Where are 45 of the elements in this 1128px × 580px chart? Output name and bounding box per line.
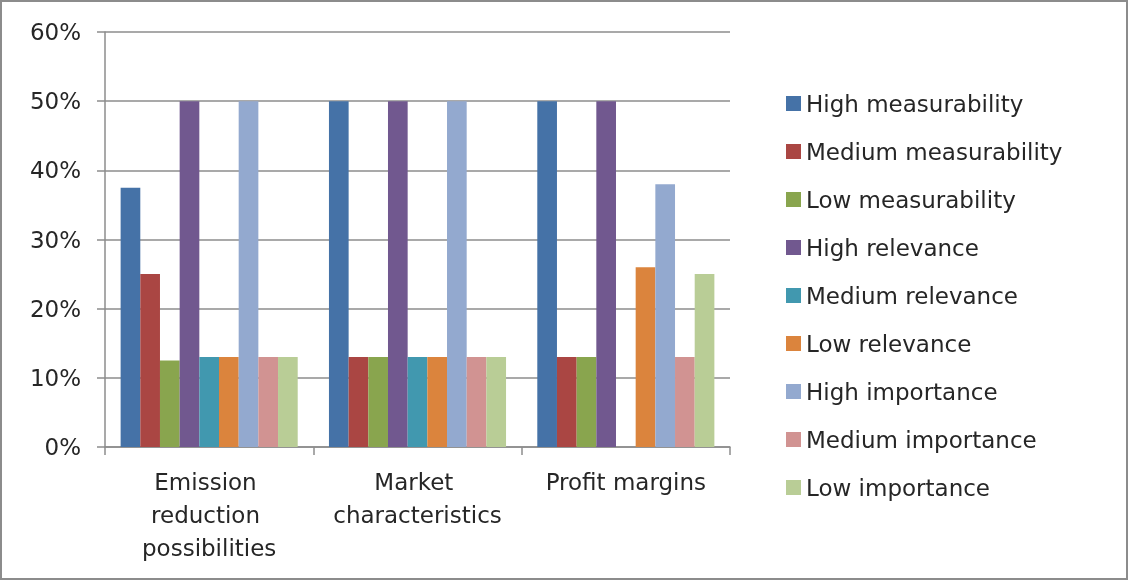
bar bbox=[179, 101, 200, 447]
x-tick-label: Profit margins bbox=[545, 468, 707, 495]
y-tick-label: 20% bbox=[29, 295, 81, 322]
bar bbox=[576, 357, 597, 447]
x-tick-label: Emission reduction possibilities bbox=[141, 468, 277, 561]
legend-label: High relevance bbox=[806, 234, 979, 261]
legend-label: Low measurability bbox=[806, 186, 1016, 213]
legend-label: Medium relevance bbox=[806, 282, 1018, 309]
bar bbox=[348, 357, 369, 447]
bar bbox=[120, 187, 141, 447]
y-tick-label: 40% bbox=[29, 157, 81, 184]
y-tick-label: 10% bbox=[29, 364, 81, 391]
y-tick-label: 0% bbox=[44, 434, 81, 460]
bar bbox=[655, 184, 676, 447]
x-tick-label: Market characteristics bbox=[333, 468, 502, 528]
legend-label: Medium importance bbox=[806, 426, 1037, 453]
legend-label: Medium measurability bbox=[806, 138, 1063, 165]
bar bbox=[427, 357, 448, 447]
bar bbox=[675, 357, 695, 447]
y-tick-label: 30% bbox=[29, 226, 81, 253]
bar bbox=[278, 357, 298, 447]
bar bbox=[140, 274, 160, 447]
bar bbox=[694, 274, 715, 447]
bar bbox=[466, 357, 487, 447]
bar bbox=[635, 267, 656, 447]
bar bbox=[407, 357, 428, 447]
bar bbox=[328, 101, 349, 447]
bar bbox=[537, 101, 557, 447]
legend-label: Low relevance bbox=[806, 330, 972, 357]
bar bbox=[219, 357, 239, 447]
legend-label: High importance bbox=[806, 378, 998, 405]
y-tick-label: 60% bbox=[29, 19, 81, 45]
legend-label: High measurability bbox=[806, 90, 1024, 117]
bar bbox=[447, 101, 467, 447]
bar bbox=[238, 101, 259, 447]
bar bbox=[486, 357, 507, 447]
y-tick-label: 50% bbox=[29, 88, 81, 115]
bar bbox=[368, 357, 388, 447]
legend-label: Low importance bbox=[806, 474, 991, 501]
bar bbox=[258, 357, 279, 447]
bar bbox=[199, 357, 219, 447]
bar bbox=[159, 360, 180, 447]
bar bbox=[596, 101, 616, 447]
bar bbox=[556, 357, 577, 447]
bar bbox=[387, 101, 408, 447]
